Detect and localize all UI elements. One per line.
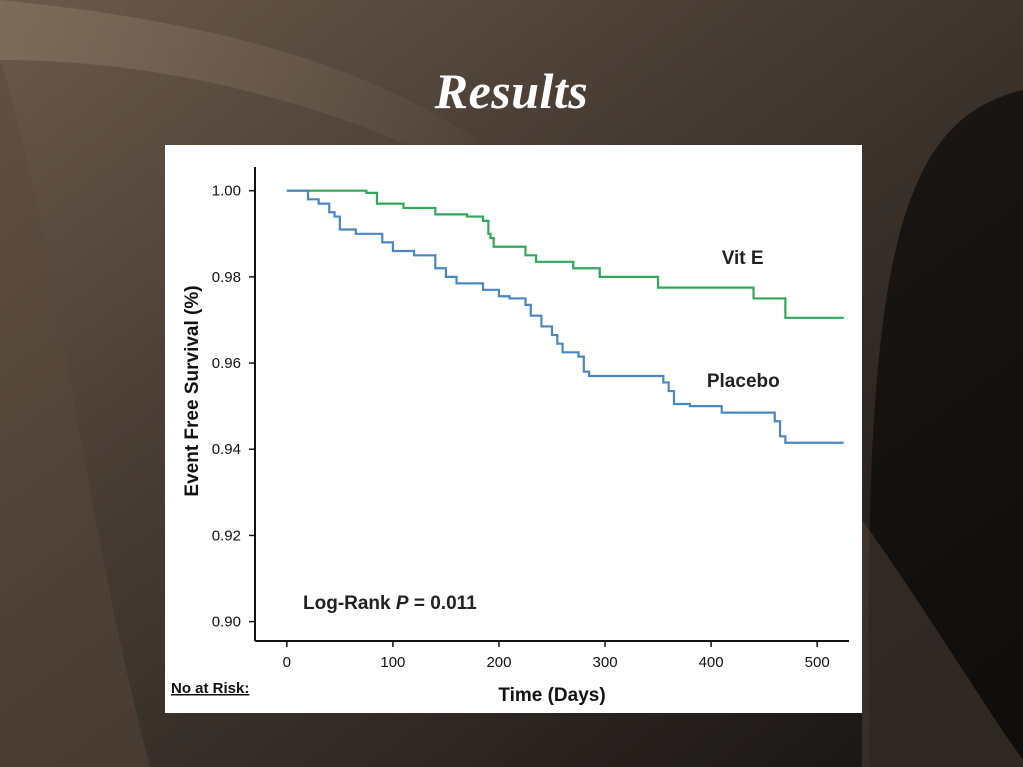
y-axis-title: Event Free Survival (%) <box>182 285 203 496</box>
y-tick-label: 0.92 <box>212 527 241 544</box>
x-tick-label: 100 <box>380 654 405 671</box>
y-tick-label: 0.96 <box>212 355 241 372</box>
chart-panel: 0.90 0.92 0.94 0.96 0.98 1.00 0 100 200 300 400 500… <box>165 145 862 713</box>
x-axis-title: Time (Days) <box>498 685 605 706</box>
x-tick-label: 400 <box>699 654 724 671</box>
chart-axes <box>254 167 849 642</box>
no-at-risk-label: No at Risk: <box>171 680 249 697</box>
series-line-vit-e <box>286 189 844 319</box>
series-label-group: Vit E Placebo <box>707 248 780 392</box>
series-line-placebo <box>286 189 844 444</box>
series-label-placebo: Placebo <box>707 371 780 392</box>
log-rank-p: P <box>396 593 409 614</box>
survival-chart: 0.90 0.92 0.94 0.96 0.98 1.00 0 100 200 300 400 500… <box>171 167 849 706</box>
log-rank-suffix: = 0.011 <box>409 593 478 614</box>
log-rank-annotation: Log-Rank P = 0.011 <box>303 593 477 614</box>
y-tick-label: 0.94 <box>212 441 241 458</box>
slide-title: Results <box>434 63 589 119</box>
x-tick-label: 200 <box>486 654 511 671</box>
series-label-vit-e: Vit E <box>722 248 764 269</box>
log-rank-prefix: Log-Rank <box>303 593 396 614</box>
y-tick-label: 0.98 <box>212 269 241 286</box>
y-tick-label: 1.00 <box>212 183 241 200</box>
tick-group: 0.90 0.92 0.94 0.96 0.98 1.00 0 100 200 300 400 500 <box>212 183 830 671</box>
x-tick-label: 0 <box>283 654 291 671</box>
series-group <box>286 189 844 444</box>
y-tick-label: 0.90 <box>212 614 241 631</box>
x-tick-label: 500 <box>805 654 830 671</box>
x-tick-label: 300 <box>593 654 618 671</box>
